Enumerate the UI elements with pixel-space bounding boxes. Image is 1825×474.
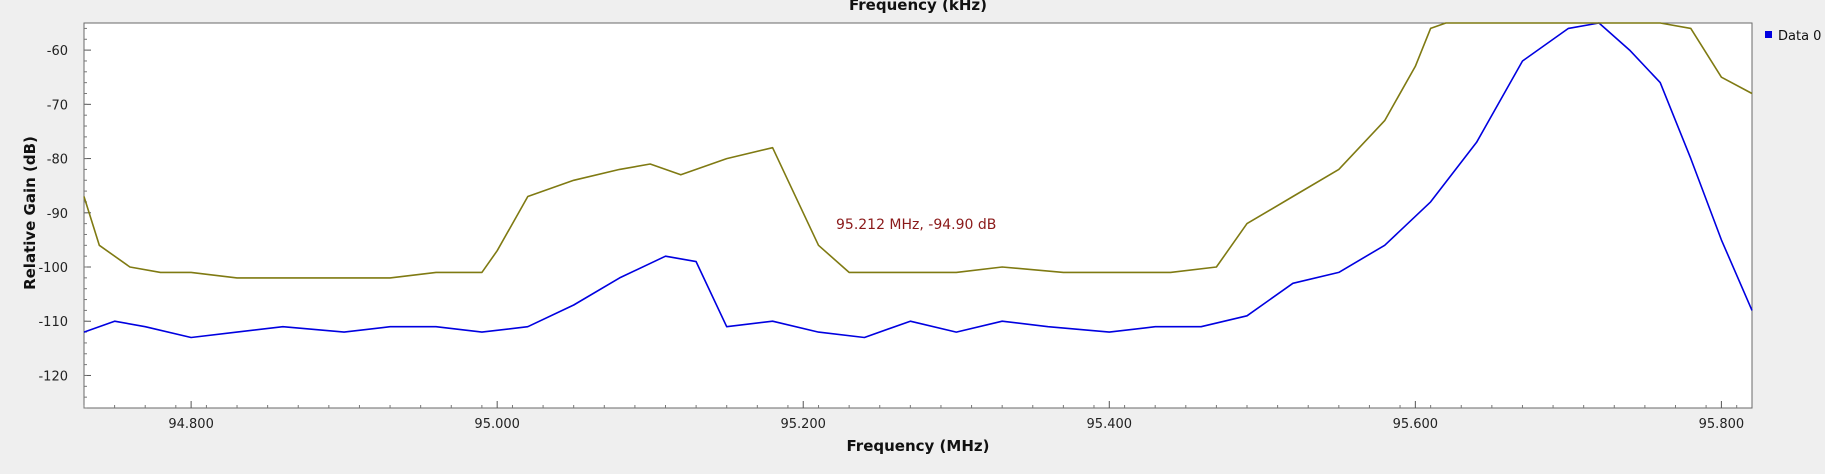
x-tick-label: 95.200 xyxy=(780,417,826,432)
x-tick-label: 95.000 xyxy=(474,417,520,432)
legend: Data 0 xyxy=(1765,29,1821,44)
y-tick-label: -90 xyxy=(47,207,68,222)
legend-label-data-0: Data 0 xyxy=(1778,29,1821,44)
y-axis-title: Relative Gain (dB) xyxy=(21,136,39,290)
y-tick-label: -110 xyxy=(38,315,68,330)
y-tick-label: -70 xyxy=(47,98,68,113)
series-line-max-hold xyxy=(83,22,1753,279)
x-axis-title: Frequency (MHz) xyxy=(847,437,990,455)
x-tick-label: 95.400 xyxy=(1087,417,1133,432)
series-line-data-0 xyxy=(83,22,1753,339)
x-tick-label: 94.800 xyxy=(168,417,214,432)
y-tick-label: -120 xyxy=(38,369,68,384)
y-tick-label: -60 xyxy=(47,44,68,59)
y-tick-label: -80 xyxy=(47,153,68,168)
y-tick-label: -100 xyxy=(38,261,68,276)
series-layer xyxy=(83,22,1753,339)
plot-area[interactable] xyxy=(83,22,1753,409)
legend-swatch-data-0 xyxy=(1765,31,1772,38)
axes: 94.800 95.000 95.200 95.400 95.600 95.800 -60 -… xyxy=(38,27,1745,432)
x-tick-label: 95.800 xyxy=(1699,417,1745,432)
x-tick-label: 95.600 xyxy=(1393,417,1439,432)
top-axis-title: Frequency (kHz) xyxy=(849,0,987,14)
marker-annotation: 95.212 MHz, -94.90 dB xyxy=(836,217,996,233)
